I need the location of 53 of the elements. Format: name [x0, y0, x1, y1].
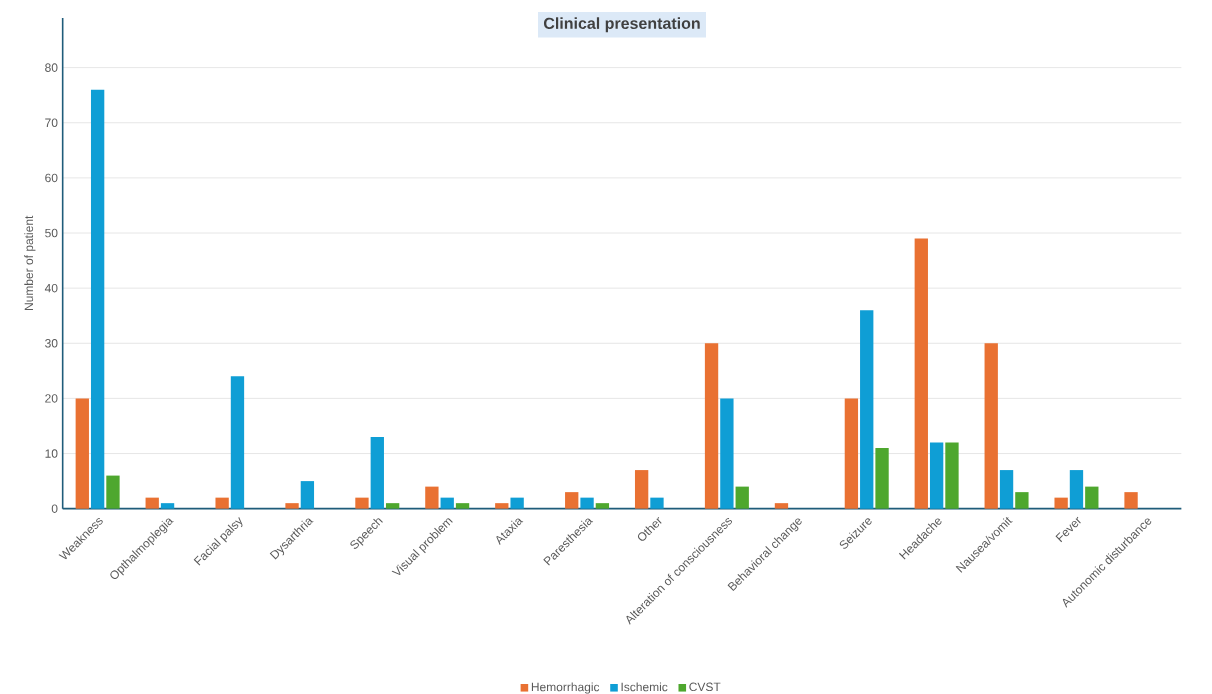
bar [455, 503, 470, 509]
bar [704, 343, 719, 509]
bar [650, 497, 664, 509]
bar [999, 470, 1014, 509]
bar [160, 503, 175, 509]
bar [385, 503, 400, 509]
bar [106, 475, 120, 509]
bar [1015, 492, 1029, 509]
bar [735, 486, 749, 509]
bar [75, 398, 89, 509]
y-tick-label: 20 [45, 394, 58, 403]
bar [1124, 492, 1138, 509]
y-axis-title: Number of patient [24, 215, 36, 311]
bar [425, 486, 439, 509]
bar [1085, 486, 1099, 509]
bar [1054, 497, 1068, 509]
bar [634, 470, 649, 509]
y-tick-label: 10 [45, 449, 58, 458]
bar [565, 492, 579, 509]
y-tick-label: 0 [51, 504, 58, 513]
bar [215, 497, 229, 509]
bar [300, 481, 315, 509]
bar [370, 437, 384, 509]
bar [844, 398, 859, 509]
y-tick-label: 60 [45, 173, 58, 183]
bar [90, 89, 105, 509]
bar [580, 497, 594, 509]
chart-title: Clinical presentation [543, 17, 700, 33]
bar [510, 497, 524, 509]
bar [860, 310, 874, 509]
bar [945, 442, 959, 509]
y-tick-label: 50 [45, 228, 58, 238]
bar [595, 503, 610, 509]
y-tick-label: 80 [45, 63, 58, 72]
y-tick-label: 40 [44, 283, 58, 293]
bar [355, 497, 369, 509]
bar [984, 343, 998, 509]
bar [495, 503, 509, 509]
bar [145, 497, 159, 509]
legend-label: Hemorrhagic [531, 682, 600, 694]
y-tick-label: 30 [45, 339, 58, 348]
bar [440, 497, 454, 509]
bar [720, 398, 734, 509]
bar [285, 503, 299, 509]
bar [1069, 470, 1084, 509]
legend-label: Ischemic [621, 682, 668, 692]
bar [914, 238, 928, 509]
bar [774, 503, 789, 509]
bar [230, 376, 245, 509]
bar [875, 448, 889, 509]
y-tick-label: 70 [45, 118, 58, 128]
bar [929, 442, 944, 509]
legend-label: CVST [689, 682, 721, 692]
